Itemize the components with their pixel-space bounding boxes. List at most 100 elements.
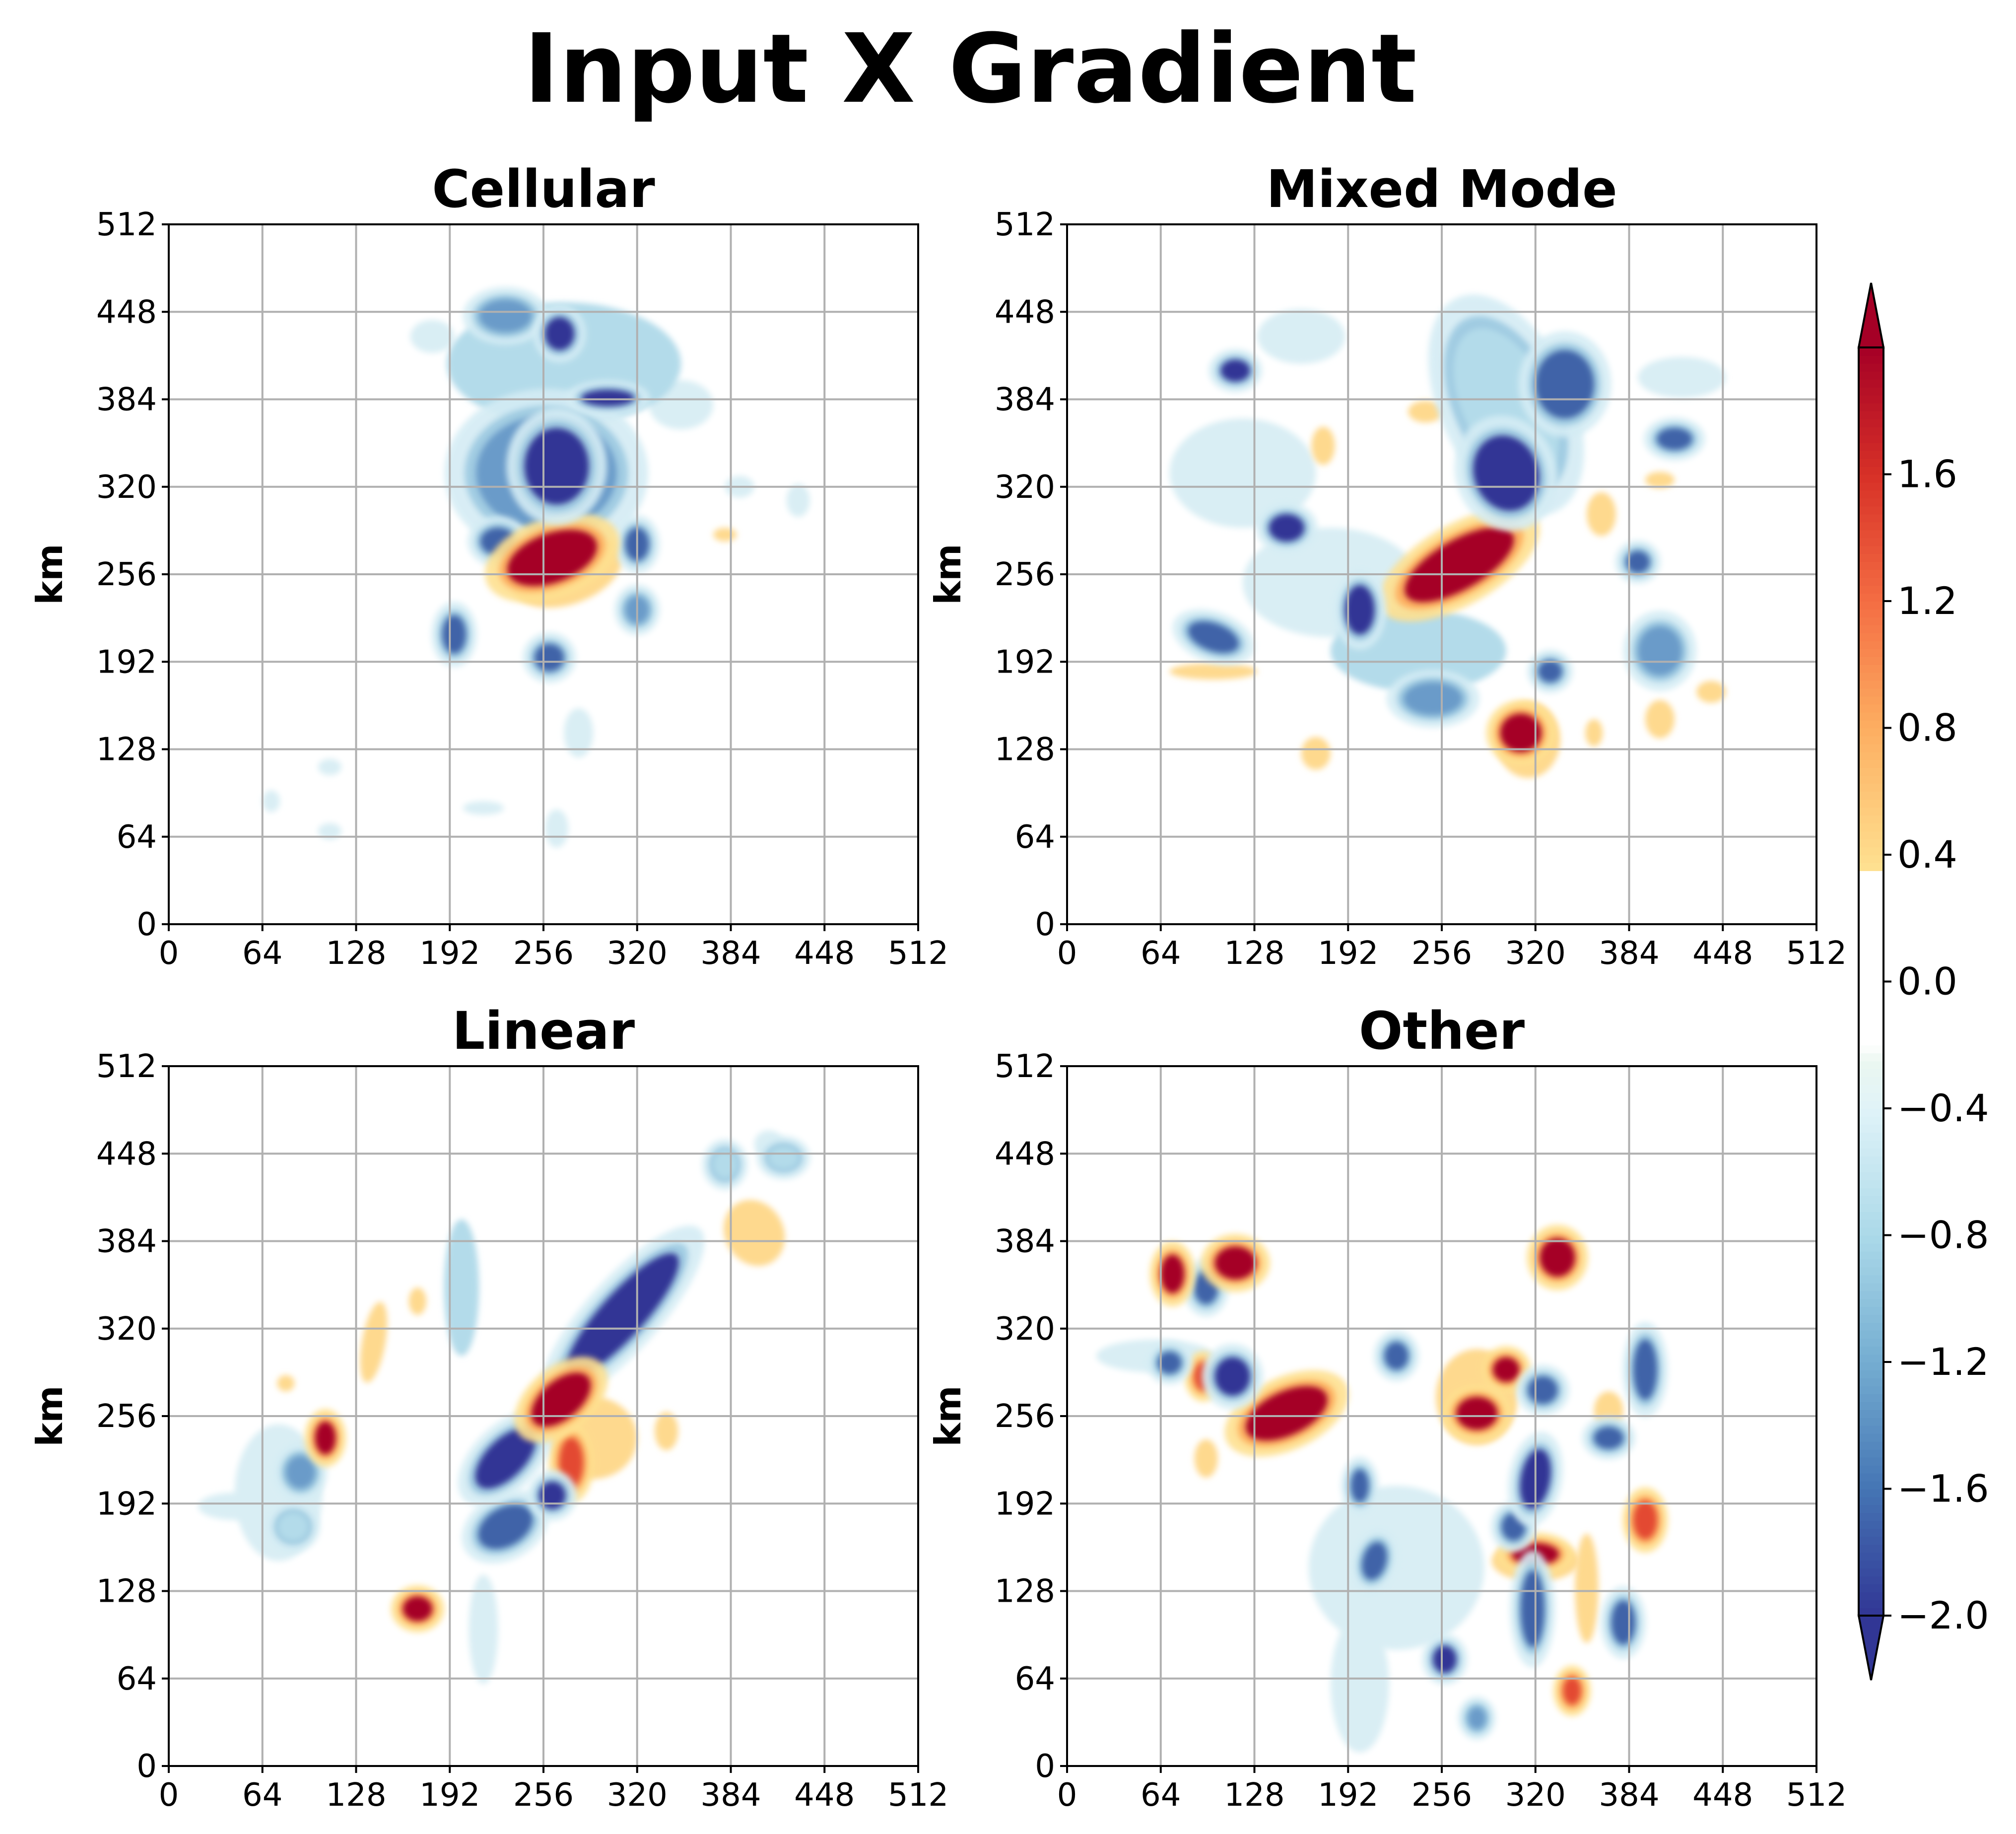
colorbar-segment <box>1859 791 1883 800</box>
colorbar-segment <box>1859 538 1883 546</box>
colorbar-extend-min <box>1857 1615 1885 1681</box>
x-tick-label: 64 <box>1141 935 1181 972</box>
colorbar-segment <box>1859 981 1883 990</box>
heatmap-blob <box>1345 585 1375 635</box>
heatmap-blob <box>1169 418 1316 528</box>
colorbar-segment <box>1859 799 1883 808</box>
heatmap-blob <box>475 1428 536 1489</box>
heatmap-blob <box>1330 1616 1389 1753</box>
heatmap-blob <box>1214 1357 1250 1396</box>
colorbar-segment <box>1859 442 1883 451</box>
colorbar-segment <box>1859 355 1883 364</box>
colorbar-segment <box>1859 1077 1883 1086</box>
colorbar-segment <box>1859 640 1883 649</box>
heatmap-blob <box>1585 719 1603 747</box>
colorbar-segment <box>1859 664 1883 673</box>
colorbar-segment <box>1859 807 1883 816</box>
colorbar-segment <box>1859 1140 1883 1149</box>
x-tick-label: 0 <box>159 935 179 972</box>
y-tick-label: 64 <box>1015 1661 1055 1698</box>
colorbar-segment <box>1859 616 1883 625</box>
colorbar-segment <box>1859 1441 1883 1450</box>
y-tick-label: 320 <box>96 1311 157 1348</box>
colorbar-segment <box>1859 1227 1883 1236</box>
colorbar-segment <box>1859 1108 1883 1117</box>
colorbar-segment <box>1859 379 1883 388</box>
colorbar-segment <box>1859 1584 1883 1593</box>
heatmap-blob <box>262 790 280 813</box>
colorbar-segment <box>1859 855 1883 863</box>
colorbar-segment <box>1859 823 1883 832</box>
heatmap-blob <box>1220 359 1250 382</box>
y-tick-label: 64 <box>117 1661 157 1698</box>
y-tick-label: 128 <box>995 1573 1055 1610</box>
y-tick-label: 384 <box>96 1223 157 1260</box>
colorbar-segment <box>1859 418 1883 427</box>
heatmap-blob <box>1612 1600 1635 1644</box>
heatmap-blob <box>1521 1570 1545 1647</box>
heatmap-blob <box>1246 1386 1328 1441</box>
colorbar: −2.0 −1.6 −1.2 −0.8 −0.4 0.0 0.4 0.8 1.2 1.6 <box>1857 282 1989 1681</box>
colorbar-segment <box>1859 680 1883 689</box>
heatmap-blob <box>769 1147 799 1169</box>
colorbar-segment <box>1859 1053 1883 1062</box>
heatmap-blob <box>278 1513 308 1541</box>
heatmap-blob <box>786 484 810 517</box>
x-tick-label: 128 <box>1224 1777 1284 1814</box>
colorbar-segment <box>1859 561 1883 570</box>
heatmap-blob <box>655 1412 678 1450</box>
colorbar-segment <box>1859 1377 1883 1386</box>
colorbar-segment <box>1859 1465 1883 1474</box>
colorbar-segment <box>1859 1092 1883 1101</box>
panel-mixed-mode: 0 64 128 192 256 320 384 448 512 0 64 128 192 256 320 3… <box>927 159 1847 972</box>
x-tick-label: 384 <box>1599 1777 1659 1814</box>
x-tick-label: 512 <box>1786 935 1847 972</box>
colorbar-segment <box>1859 1267 1883 1276</box>
x-tick-label: 512 <box>1786 1777 1847 1814</box>
heatmap-blob <box>539 1482 566 1509</box>
colorbar-segment <box>1859 1362 1883 1370</box>
colorbar-segment <box>1859 672 1883 681</box>
heatmap-blob <box>1563 1677 1581 1705</box>
colorbar-segment <box>1859 624 1883 633</box>
heatmap-blob <box>1405 527 1514 603</box>
x-tick-label: 128 <box>326 1777 386 1814</box>
heatmap-blob <box>713 1151 737 1178</box>
y-tick-label: 0 <box>1035 1748 1055 1785</box>
colorbar-segment <box>1859 1259 1883 1268</box>
y-tick-label: 192 <box>995 1486 1055 1522</box>
colorbar-segment <box>1859 1243 1883 1252</box>
y-tick-label: 192 <box>96 644 157 680</box>
colorbar-segment <box>1859 1235 1883 1244</box>
colorbar-segment <box>1859 1298 1883 1307</box>
heatmap-blob <box>315 1422 336 1455</box>
x-tick-label: 512 <box>888 1777 948 1814</box>
colorbar-segment <box>1859 474 1883 483</box>
colorbar-tick-label: 0.4 <box>1897 832 1957 877</box>
colorbar-segment <box>1859 466 1883 475</box>
colorbar-segment <box>1859 1100 1883 1109</box>
x-tick-label: 64 <box>1141 1777 1181 1814</box>
colorbar-segment <box>1859 1203 1883 1212</box>
y-tick-label: 448 <box>995 1136 1055 1172</box>
colorbar-segment <box>1859 1401 1883 1410</box>
colorbar-segment <box>1859 577 1883 586</box>
x-tick-label: 192 <box>419 935 480 972</box>
y-axis-label: km <box>927 1386 969 1447</box>
x-tick-label: 0 <box>1057 1777 1077 1814</box>
heatmap-blob <box>1633 1339 1657 1400</box>
colorbar-segment <box>1859 482 1883 491</box>
colorbar-segment <box>1859 1179 1883 1188</box>
colorbar-segment <box>1859 1457 1883 1466</box>
colorbar-segment <box>1859 1512 1883 1521</box>
heatmap-blob <box>444 1219 479 1356</box>
x-tick-label: 64 <box>242 935 282 972</box>
heatmap-blob <box>1633 1500 1657 1539</box>
colorbar-segment <box>1859 553 1883 562</box>
colorbar-segment <box>1859 410 1883 419</box>
x-tick-label: 256 <box>1411 1777 1472 1814</box>
colorbar-segment <box>1859 1132 1883 1141</box>
y-tick-label: 256 <box>995 1398 1055 1435</box>
colorbar-segment <box>1859 347 1883 356</box>
colorbar-segment <box>1859 1504 1883 1513</box>
